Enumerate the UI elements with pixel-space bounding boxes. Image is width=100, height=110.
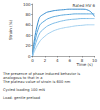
svg-text:8: 8 [81, 58, 84, 63]
svg-text:2: 2 [44, 58, 47, 63]
svg-text:The plateau value of strain is: The plateau value of strain is 600 nm [2, 80, 71, 84]
svg-text:Time (s): Time (s) [75, 62, 93, 67]
svg-text:Strain (%): Strain (%) [8, 20, 13, 40]
svg-text:The presence of phase induced: The presence of phase induced behavior i… [3, 72, 82, 76]
svg-text:4: 4 [56, 58, 59, 63]
svg-text:0: 0 [31, 58, 34, 63]
svg-text:Load: gentle preload: Load: gentle preload [3, 96, 40, 100]
svg-text:40: 40 [25, 33, 31, 38]
svg-text:20: 20 [25, 43, 31, 48]
svg-text:60: 60 [25, 22, 31, 27]
svg-text:analogous to that in a: analogous to that in a [3, 76, 43, 80]
svg-text:Rated HV 6: Rated HV 6 [72, 3, 95, 8]
svg-text:0: 0 [28, 53, 31, 59]
svg-text:80: 80 [25, 12, 31, 17]
svg-text:Cycled loading 100 mN: Cycled loading 100 mN [3, 88, 45, 92]
svg-text:6: 6 [68, 58, 71, 63]
svg-text:100: 100 [23, 2, 31, 7]
svg-text:10: 10 [92, 58, 98, 63]
